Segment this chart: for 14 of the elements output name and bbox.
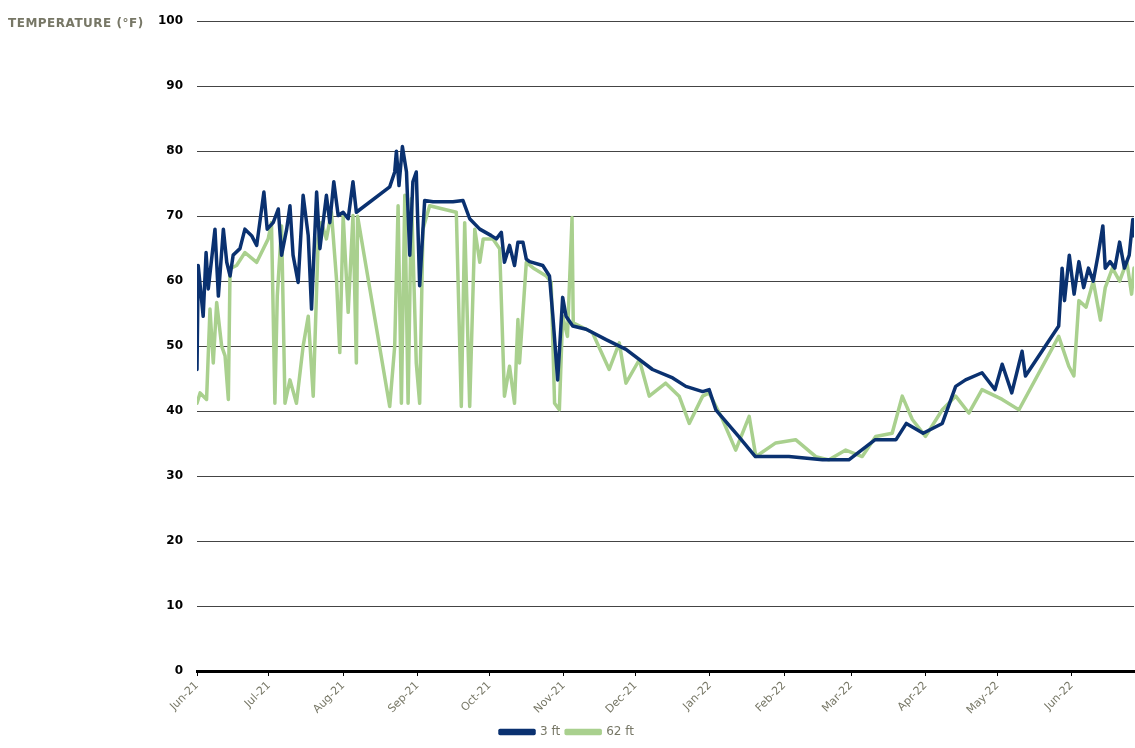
y-tick-label: 20 bbox=[166, 533, 183, 548]
legend-label: 3 ft bbox=[540, 724, 561, 739]
y-tick-label: 100 bbox=[157, 13, 183, 28]
y-tick-label: 70 bbox=[166, 208, 183, 223]
y-tick-label: 50 bbox=[166, 338, 183, 353]
y-tick-label: 60 bbox=[166, 273, 183, 288]
y-tick-label: 80 bbox=[166, 143, 183, 158]
y-tick-label: 10 bbox=[166, 598, 183, 613]
y-tick-label: 30 bbox=[166, 468, 183, 483]
y-tick-label: 0 bbox=[174, 663, 183, 678]
y-tick-label: 40 bbox=[166, 403, 183, 418]
y-tick-label: 90 bbox=[166, 78, 183, 93]
y-axis-title: TEMPERATURE (°F) bbox=[8, 16, 144, 30]
legend-label: 62 ft bbox=[606, 724, 635, 739]
